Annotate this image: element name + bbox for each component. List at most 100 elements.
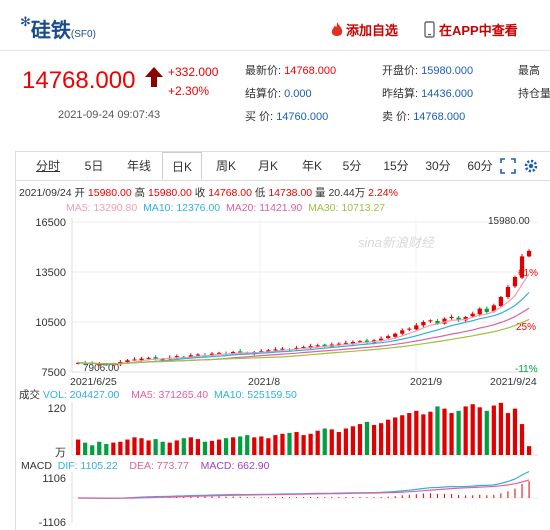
tab-5min[interactable]: 5分 bbox=[342, 159, 362, 173]
volume-bar bbox=[421, 414, 426, 455]
candle-body bbox=[259, 351, 264, 353]
volume-bar bbox=[442, 408, 447, 455]
candle-body bbox=[442, 318, 447, 324]
macd-top-label: 1106 bbox=[42, 473, 66, 485]
volume-bar bbox=[491, 405, 496, 455]
volume-bar bbox=[76, 439, 81, 455]
fullscreen-icon[interactable] bbox=[500, 158, 516, 174]
candle-body bbox=[153, 357, 158, 359]
candle-body bbox=[463, 317, 468, 321]
open-price-stat: 开盘价: 15980.000 bbox=[382, 65, 474, 77]
candle-body bbox=[400, 330, 405, 334]
candle-body bbox=[195, 354, 201, 356]
candle-body bbox=[357, 341, 363, 343]
tab-weekly-k[interactable]: 周K bbox=[215, 159, 236, 173]
tab-15min[interactable]: 15分 bbox=[383, 159, 409, 173]
settle-price-stat: 结算价: 0.000 bbox=[245, 88, 312, 100]
pct-bottom-label: -11% bbox=[515, 364, 538, 375]
candle-body bbox=[414, 325, 419, 330]
settings-gear-icon[interactable] bbox=[522, 157, 540, 175]
candle-body bbox=[322, 344, 327, 347]
candle-body bbox=[435, 321, 440, 324]
volume-bar bbox=[378, 423, 384, 455]
volume-bar bbox=[386, 419, 391, 455]
volume-bar bbox=[202, 441, 208, 455]
volume-bar bbox=[195, 439, 201, 455]
volume-bar bbox=[315, 430, 320, 455]
add-watchlist-button[interactable]: 添加自选 bbox=[330, 20, 398, 39]
candle-body bbox=[512, 277, 518, 287]
candle-body bbox=[139, 358, 144, 361]
up-arrow-icon bbox=[145, 67, 163, 87]
volume-bar bbox=[336, 432, 341, 455]
candle-body bbox=[280, 348, 285, 350]
volume-bar bbox=[463, 406, 468, 455]
volume-bar bbox=[146, 440, 151, 455]
date-tick-label: 2021/8 bbox=[248, 376, 280, 388]
phone-icon bbox=[424, 21, 435, 38]
prev-settle-stat: 昨结算: 14436.000 bbox=[382, 88, 474, 100]
page-title: ✻硅铁(SF0) bbox=[20, 14, 96, 42]
header-divider bbox=[0, 50, 550, 51]
tab-intraday[interactable]: 分时 bbox=[35, 159, 60, 173]
volume-bar bbox=[294, 432, 299, 455]
volume-bar bbox=[456, 410, 461, 455]
volume-bar bbox=[245, 435, 250, 455]
price-axis: 16500 13500 10500 7500 15980.00 7906.00 61% 25%… bbox=[35, 216, 538, 379]
macd-dea-line bbox=[78, 479, 530, 499]
candle-body bbox=[449, 317, 454, 318]
tab-daily-k[interactable]: 日K bbox=[162, 152, 202, 180]
chart-panel bbox=[15, 151, 550, 530]
volume-bar bbox=[350, 426, 356, 455]
candle-body bbox=[104, 364, 109, 366]
volume-bar bbox=[400, 415, 405, 455]
tab-yearly-k[interactable]: 年K bbox=[301, 159, 322, 173]
ma5-legend: MA5: 13290.80 bbox=[66, 202, 138, 214]
volume-bar bbox=[512, 408, 518, 455]
volume-bar bbox=[90, 445, 95, 455]
tab-30min[interactable]: 30分 bbox=[425, 159, 451, 173]
ma30-line bbox=[78, 318, 530, 365]
volume-unit-label: 万 bbox=[55, 447, 66, 459]
tab-5day[interactable]: 5日 bbox=[84, 159, 104, 173]
quote-timestamp: 2021-09-24 09:07:43 bbox=[58, 109, 161, 121]
chart-grid bbox=[71, 218, 538, 373]
candle-body bbox=[216, 352, 222, 354]
latest-price-stat: 最新价: 14768.000 bbox=[245, 65, 337, 77]
ma10-legend: MA10: 12376.00 bbox=[143, 202, 221, 214]
volume-bar bbox=[273, 435, 278, 455]
volume-bar bbox=[209, 440, 215, 455]
candle-body bbox=[336, 343, 341, 345]
candle-body bbox=[174, 356, 179, 358]
candle-body bbox=[231, 352, 236, 354]
date-tick-label: 2021/9/24 bbox=[490, 376, 537, 388]
ma-lines bbox=[78, 273, 530, 365]
open-in-app-button[interactable]: 在APP中查看 bbox=[424, 20, 518, 39]
candle-body bbox=[160, 359, 165, 361]
volume-bar bbox=[111, 442, 116, 455]
volume-bar bbox=[252, 437, 257, 455]
tab-yearline[interactable]: 年线 bbox=[126, 159, 151, 173]
candle-body bbox=[350, 342, 356, 344]
volume-bars: 120 万 bbox=[48, 402, 538, 459]
volume-bar bbox=[393, 417, 398, 455]
asterisk-icon: ✻ bbox=[20, 14, 31, 29]
ma-legend: MA5: 13290.80 MA10: 12376.00 MA20: 11421… bbox=[66, 202, 385, 214]
volume-bar bbox=[266, 438, 271, 455]
candle-body bbox=[343, 342, 348, 344]
tab-60min[interactable]: 60分 bbox=[467, 159, 493, 173]
volume-bar bbox=[435, 406, 440, 455]
date-tick-label: 2021/9 bbox=[410, 376, 442, 388]
volume-bar bbox=[238, 436, 243, 455]
volume-top-label: 120 bbox=[48, 403, 66, 415]
candle-body bbox=[97, 364, 102, 366]
volume-bar bbox=[505, 413, 511, 455]
candle-body bbox=[393, 333, 398, 337]
pct-mid-label: 25% bbox=[516, 322, 536, 333]
candle-body bbox=[273, 349, 278, 351]
ma30-legend: MA30: 10713.27 bbox=[308, 202, 386, 214]
tab-monthly-k[interactable]: 月K bbox=[257, 159, 278, 173]
candle-body bbox=[484, 308, 489, 312]
volume-bar bbox=[259, 436, 264, 455]
volume-bar bbox=[449, 413, 454, 455]
